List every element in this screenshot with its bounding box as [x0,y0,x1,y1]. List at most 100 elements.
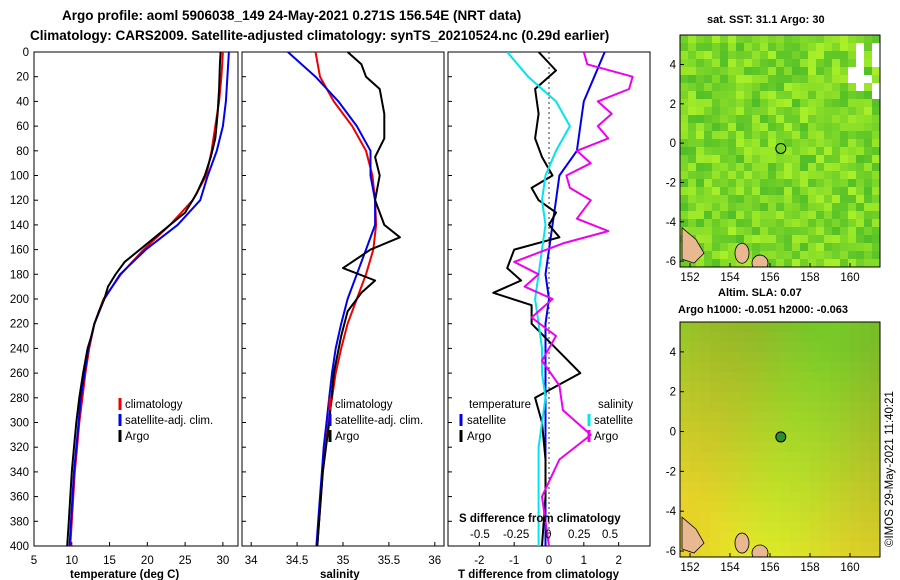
map-cell [784,179,792,187]
salinity-series [287,52,401,546]
map-cell [800,203,808,211]
map-cell [808,203,816,211]
map-cell [690,552,700,557]
map-cell [872,259,880,267]
map-cell [680,392,690,402]
x-tick-label: 25 [179,555,192,567]
map-cell [864,195,872,203]
legend-satellite: satellite-adj. clim. [335,415,423,427]
depth-tick-label: 60 [16,121,29,133]
map-cell [864,251,872,259]
map-cell [700,332,710,342]
map-cell [840,452,850,462]
map-x-tick-label: 156 [760,562,779,574]
map-cell [760,211,768,219]
map-cell [740,522,750,532]
map-cell [792,227,800,235]
map-cell [800,492,810,502]
map-cell [736,155,744,163]
map-cell [850,422,860,432]
map-cell [816,147,824,155]
map-cell [848,107,856,115]
map-cell [712,75,720,83]
sst-land [681,226,769,267]
map-cell [810,442,820,452]
map-cell [744,59,752,67]
map-cell [704,107,712,115]
map-cell [760,171,768,179]
map-cell [696,259,704,267]
map-cell [768,35,776,43]
map-cell [792,211,800,219]
map-cell [870,402,880,412]
map-cell [864,91,872,99]
map-cell [816,123,824,131]
map-cell [848,235,856,243]
map-cell [860,422,870,432]
map-cell [736,67,744,75]
map-cell [872,171,880,179]
map-cell [680,422,690,432]
map-cell [710,372,720,382]
map-cell [680,99,688,107]
map-cell [840,332,850,342]
map-cell [824,211,832,219]
map-cell [760,91,768,99]
map-cell [704,203,712,211]
map-cell [840,432,850,442]
map-cell [872,99,880,107]
map-cell [720,342,730,352]
map-cell [870,322,880,332]
map-cell [736,227,744,235]
map-cell [680,195,688,203]
map-cell [840,115,848,123]
map-cell [860,552,870,557]
map-cell [770,492,780,502]
map-cell [776,99,784,107]
map-cell [752,43,760,51]
map-cell [848,59,856,67]
map-cell [710,352,720,362]
map-cell [830,472,840,482]
depth-tick-label: 260 [10,368,29,380]
land-new-ireland [681,226,705,264]
map-cell [808,171,816,179]
map-cell [700,342,710,352]
map-cell [850,442,860,452]
map-cell [848,115,856,123]
map-cell [744,123,752,131]
map-cell [840,482,850,492]
depth-tick-label: 80 [16,146,29,158]
map-cell [700,512,710,522]
map-cell [840,235,848,243]
map-cell [864,235,872,243]
map-cell [768,99,776,107]
map-cell [740,482,750,492]
depth-tick-label: 120 [10,195,29,207]
map-cell [730,412,740,422]
map-cell [840,442,850,452]
map-cell [856,211,864,219]
map-cell [800,251,808,259]
map-cell [704,211,712,219]
map-cell [820,332,830,342]
map-cell [832,139,840,147]
difference-series [492,52,634,546]
map-cell [872,51,880,59]
map-cell [790,482,800,492]
map-cell [720,35,728,43]
map-cell [704,67,712,75]
map-cell [696,91,704,99]
map-cell [790,552,800,557]
map-cell [768,171,776,179]
map-cell [768,51,776,59]
map-cell [730,462,740,472]
map-cell [712,243,720,251]
map-cell [808,235,816,243]
map-cell [792,91,800,99]
map-cell [690,522,700,532]
map-cell [736,59,744,67]
map-cell [712,43,720,51]
map-cell [860,332,870,342]
map-cell [688,179,696,187]
